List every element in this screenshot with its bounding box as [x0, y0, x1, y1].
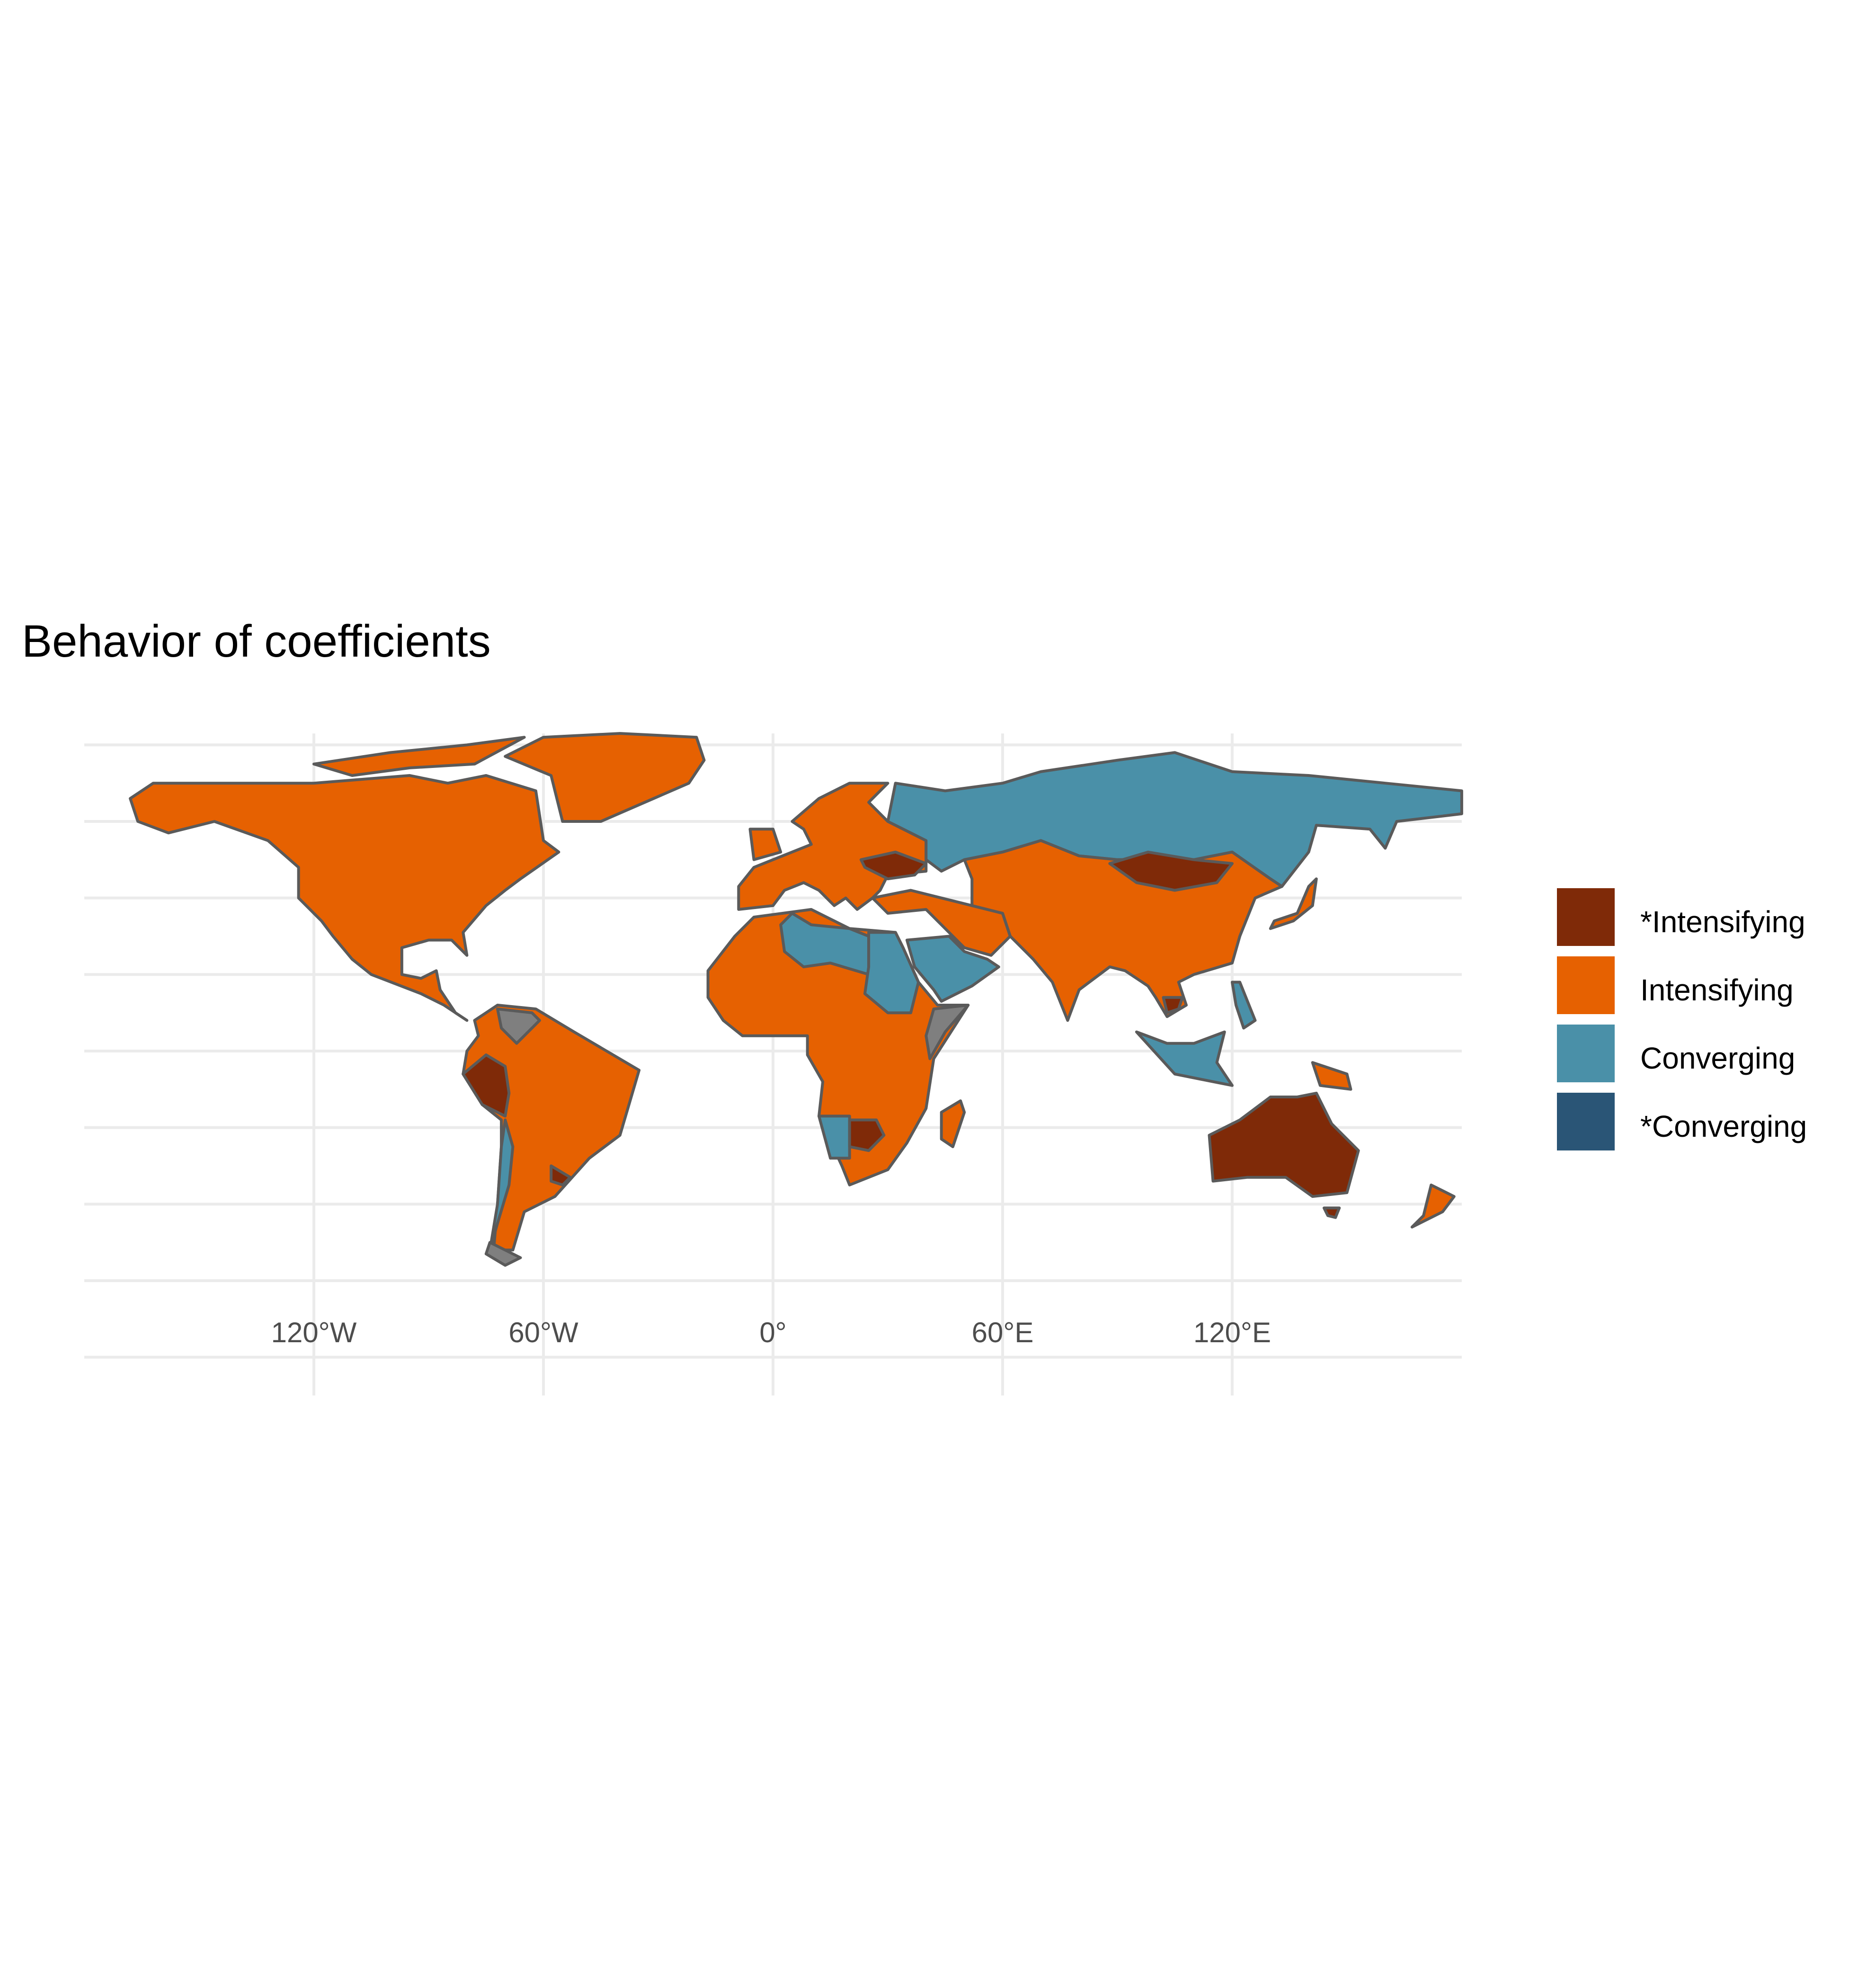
legend-item: Converging [1555, 1023, 1858, 1089]
country-arabia [905, 935, 1000, 1003]
legend-swatch [1555, 954, 1617, 1016]
country-tasmania [1323, 1206, 1341, 1219]
country-uk [748, 828, 782, 861]
legend-item: Intensifying [1555, 954, 1858, 1021]
country-peru [462, 1053, 511, 1118]
country-egypt-sudan [863, 931, 920, 1015]
country-botswana [848, 1118, 886, 1152]
country-canada-usa [129, 774, 560, 1022]
country-new-zealand [1410, 1183, 1456, 1229]
country-namibia [818, 1114, 851, 1160]
x-tick-label: 60°W [508, 1317, 578, 1348]
country-uruguay [550, 1164, 572, 1186]
legend-label: Converging [1640, 1041, 1796, 1075]
country-malaysia-indonesia [1135, 1030, 1234, 1087]
legend-label: *Converging [1640, 1109, 1807, 1143]
country-ukraine [859, 850, 928, 881]
legend-item: *Intensifying [1555, 886, 1858, 953]
country-somalia-ethiopia [925, 1004, 970, 1061]
country-mongolia [1108, 850, 1234, 892]
legend-swatch [1555, 886, 1617, 948]
x-tick-label: 0° [759, 1317, 787, 1348]
country-europe [737, 782, 928, 911]
x-tick-label: 120°W [271, 1317, 357, 1348]
country-chile [488, 1118, 515, 1252]
legend-item: *Converging [1555, 1091, 1858, 1157]
x-tick-label: 120°E [1193, 1317, 1271, 1348]
country-canada-arctic-islands [312, 736, 526, 777]
country-venezuela [496, 1007, 541, 1045]
legend-swatch [1555, 1091, 1617, 1152]
map-title: Behavior of coefficients [22, 616, 491, 667]
country-greenland [504, 732, 706, 823]
country-madagascar [940, 1099, 966, 1149]
country-tierra-del-fuego [484, 1241, 522, 1267]
x-tick-label: 60°E [971, 1317, 1034, 1348]
country-libya-algeria [779, 912, 871, 976]
country-polygons [129, 732, 1463, 1267]
country-japan [1269, 877, 1318, 930]
legend-swatch [1555, 1023, 1617, 1084]
legend-label: Intensifying [1640, 973, 1794, 1007]
country-cambodia [1162, 996, 1184, 1015]
country-australia [1208, 1091, 1360, 1198]
country-philippines [1231, 981, 1257, 1030]
legend-label: *Intensifying [1640, 905, 1805, 939]
country-png [1311, 1061, 1352, 1091]
